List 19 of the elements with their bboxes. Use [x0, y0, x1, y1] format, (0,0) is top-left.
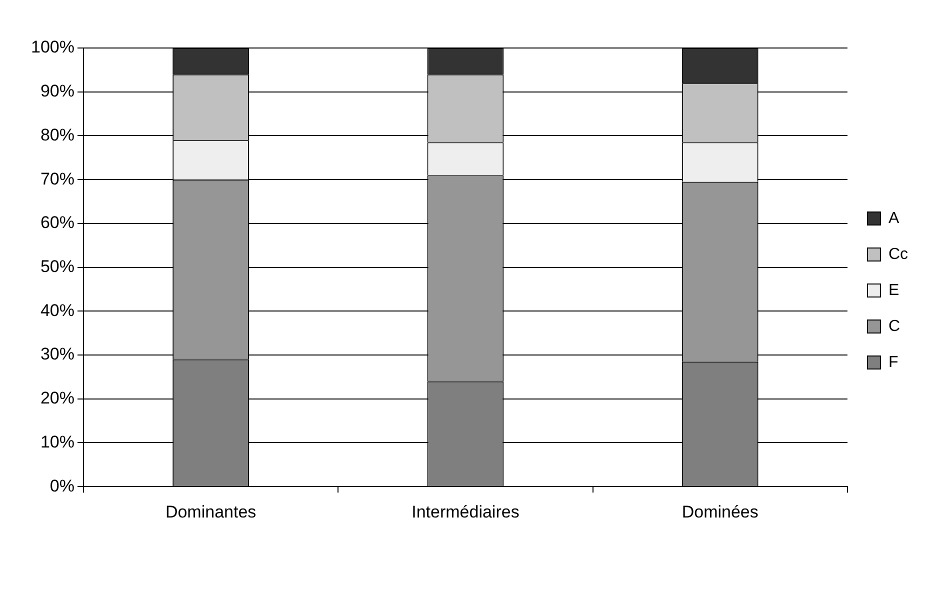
y-tick-label: 80%	[40, 125, 74, 144]
legend-label: C	[888, 318, 900, 335]
y-tick-label: 30%	[40, 344, 74, 364]
y-tick-label: 70%	[40, 169, 74, 188]
legend-label: Cc	[888, 246, 908, 263]
y-tick-label: 0%	[50, 476, 74, 496]
y-tick-label: 10%	[40, 432, 74, 452]
x-tick-label: Dominantes	[165, 502, 256, 522]
y-tick-label: 100%	[30, 38, 74, 57]
y-tick-label: 50%	[40, 256, 74, 276]
x-tick-label: Intermédiaires	[412, 502, 520, 522]
legend-label: E	[888, 282, 900, 299]
legend-label: A	[888, 210, 900, 227]
x-tick-label: Dominées	[682, 502, 758, 522]
y-tick-label: 20%	[40, 388, 74, 408]
y-tick-label: 40%	[40, 300, 74, 320]
legend-label: F	[888, 354, 898, 371]
y-tick-label: 60%	[40, 213, 74, 232]
y-tick-label: 90%	[40, 82, 74, 101]
